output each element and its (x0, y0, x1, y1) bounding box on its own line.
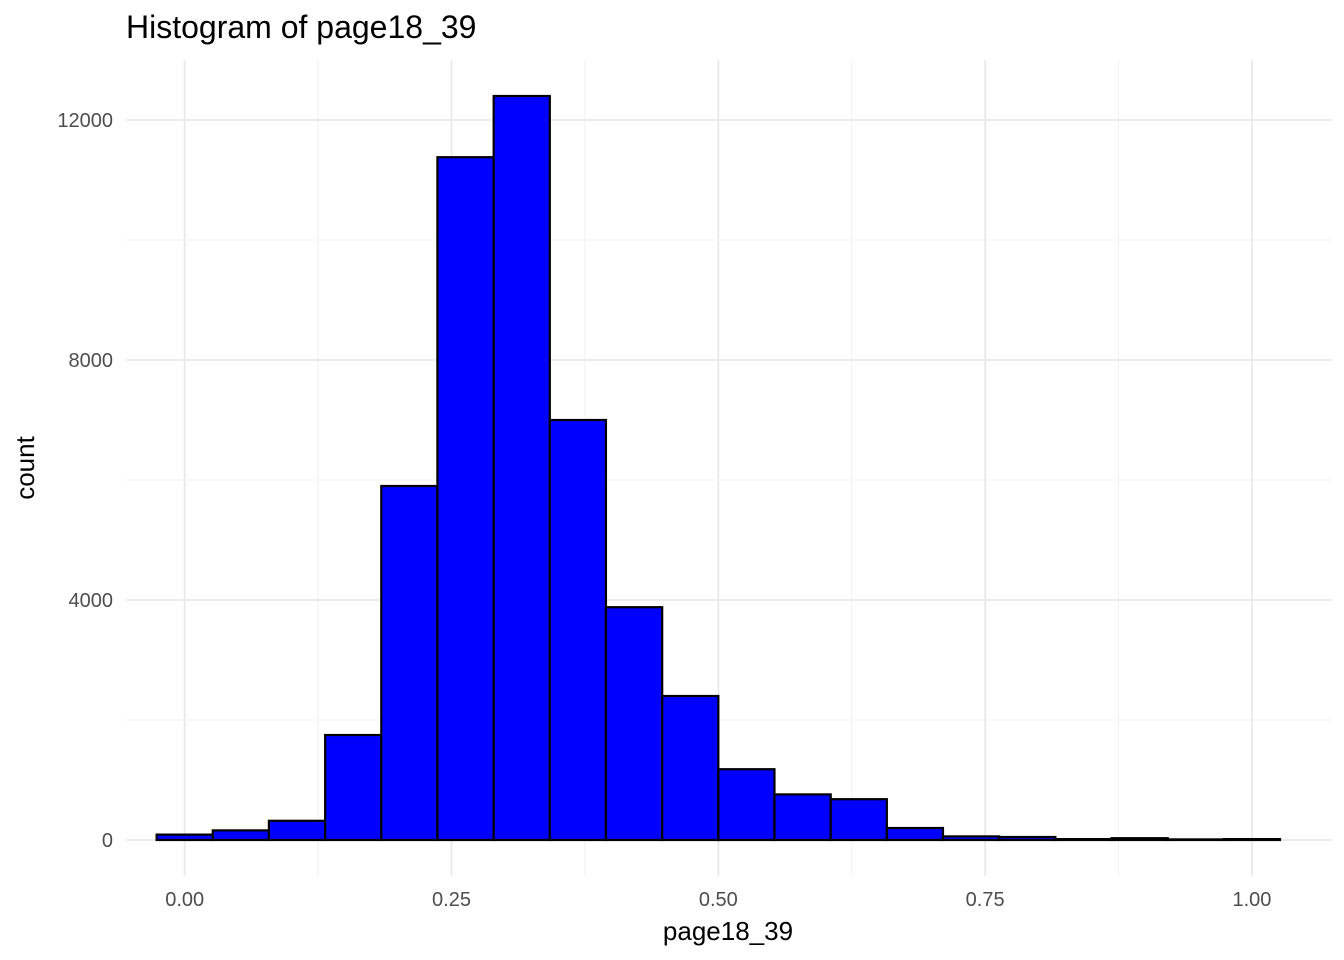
histogram-bar (436, 156, 495, 842)
y-axis-tick-labels: 0 4000 8000 12000 (57, 110, 113, 852)
histogram-bar (1110, 837, 1169, 842)
histogram-bar (773, 793, 832, 842)
histogram-bar (380, 484, 439, 842)
x-tick-label: 0.25 (432, 889, 471, 911)
histogram-bar (1054, 837, 1113, 842)
x-tick-label: 0.75 (966, 889, 1005, 911)
histogram-bar (492, 94, 551, 842)
histogram-bar (1166, 838, 1225, 842)
histogram-bar (548, 418, 608, 842)
histogram-bar (661, 694, 720, 842)
histogram-bar (155, 833, 214, 842)
histogram-bar (829, 798, 888, 842)
histogram-bar (324, 733, 383, 842)
x-axis-title: page18_39 (663, 916, 793, 946)
y-tick-label: 12000 (57, 110, 113, 132)
minor-gridlines (126, 60, 1332, 876)
x-tick-label: 0.00 (165, 889, 204, 911)
y-tick-label: 4000 (69, 590, 114, 612)
histogram-bar (211, 829, 271, 842)
histogram-bars (155, 94, 1282, 842)
major-gridlines (126, 60, 1332, 876)
histogram-bar (941, 835, 1001, 842)
histogram-bar (604, 606, 664, 842)
chart-title: Histogram of page18_39 (126, 9, 476, 45)
x-tick-label: 0.50 (699, 889, 738, 911)
histogram-bar (998, 835, 1057, 842)
histogram-bar (717, 768, 776, 842)
x-tick-label: 1.00 (1232, 889, 1271, 911)
histogram-bar (267, 819, 327, 842)
x-axis-tick-labels: 0.00 0.25 0.50 0.75 1.00 (165, 889, 1271, 911)
y-tick-label: 8000 (69, 350, 114, 372)
y-axis-title: count (10, 435, 40, 499)
y-tick-label: 0 (102, 830, 113, 852)
histogram-bar (885, 826, 945, 842)
histogram-bar (1222, 837, 1282, 842)
